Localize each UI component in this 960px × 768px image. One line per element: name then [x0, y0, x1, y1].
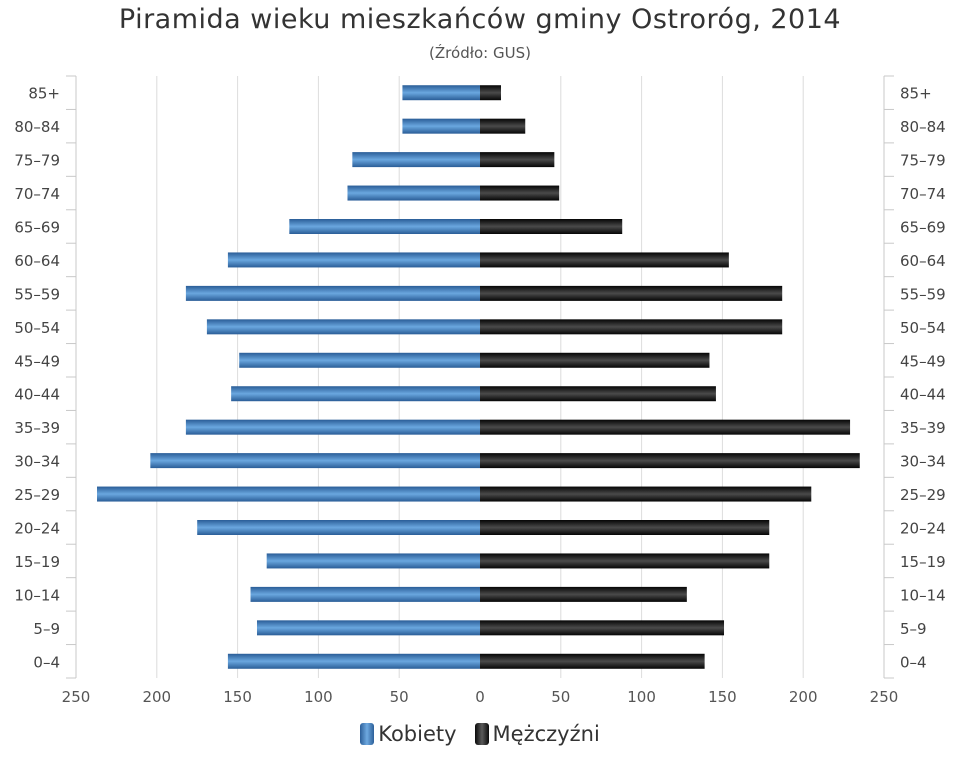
category-label-left: 70–74	[14, 185, 60, 203]
category-label-left: 40–44	[14, 386, 60, 404]
bar-women	[402, 118, 480, 134]
bar-women	[239, 352, 480, 368]
bar-women	[227, 252, 480, 268]
bar-men	[480, 653, 705, 669]
chart-title: Piramida wieku mieszkańców gminy Ostroró…	[118, 4, 842, 35]
category-label-right: 30–34	[900, 453, 946, 471]
bar-men	[480, 252, 729, 268]
x-tick-label: 200	[142, 688, 171, 706]
category-label-left: 25–29	[14, 486, 60, 504]
category-label-left: 65–69	[14, 219, 60, 237]
bar-women	[266, 553, 480, 569]
bar-men	[480, 352, 710, 368]
category-label-right: 55–59	[900, 285, 946, 303]
x-tick-label: 0	[475, 688, 485, 706]
category-label-left: 15–19	[14, 553, 60, 571]
category-label-left: 60–64	[14, 252, 60, 270]
bar-men	[480, 185, 560, 201]
bar-men	[480, 586, 687, 602]
bar-men	[480, 553, 770, 569]
category-label-right: 35–39	[900, 419, 946, 437]
category-label-left: 85+	[28, 85, 60, 103]
bar-women	[289, 219, 480, 234]
legend-swatch-women	[360, 723, 375, 745]
category-label-right: 85+	[900, 85, 932, 103]
category-label-left: 30–34	[14, 453, 60, 471]
category-label-left: 20–24	[14, 520, 60, 538]
bar-men	[480, 419, 851, 435]
category-label-left: 55–59	[14, 285, 60, 303]
legend-label-women: Kobiety	[378, 722, 457, 746]
category-label-left: 50–54	[14, 319, 60, 337]
category-label-left: 0–4	[33, 653, 60, 671]
x-tick-label: 250	[62, 688, 91, 706]
x-tick-label: 100	[304, 688, 333, 706]
category-label-right: 75–79	[900, 152, 946, 170]
x-tick-label: 200	[789, 688, 818, 706]
bar-women	[250, 586, 480, 602]
category-label-left: 35–39	[14, 419, 60, 437]
bar-women	[352, 152, 480, 168]
x-tick-label: 150	[223, 688, 252, 706]
category-label-left: 80–84	[14, 118, 60, 136]
bar-women	[402, 85, 480, 101]
bar-men	[480, 219, 623, 234]
category-label-right: 5–9	[900, 620, 927, 638]
category-label-right: 0–4	[900, 653, 927, 671]
bar-men	[480, 386, 716, 402]
x-tick-label: 100	[627, 688, 656, 706]
bar-women	[206, 319, 480, 335]
bar-men	[480, 620, 725, 636]
category-label-left: 45–49	[14, 352, 60, 370]
bar-men	[480, 453, 860, 469]
bar-men	[480, 520, 770, 535]
bar-men	[480, 152, 555, 168]
category-label-left: 75–79	[14, 152, 60, 170]
category-label-right: 25–29	[900, 486, 946, 504]
legend-label-men: Mężczyźni	[492, 722, 600, 746]
bar-women	[97, 486, 481, 502]
bar-women	[256, 620, 480, 636]
legend-item-women[interactable]: Kobiety	[360, 722, 457, 746]
bar-men	[480, 486, 812, 502]
category-label-right: 10–14	[900, 586, 946, 604]
category-label-right: 50–54	[900, 319, 946, 337]
bar-women	[150, 453, 480, 469]
x-tick-label: 50	[551, 688, 570, 706]
category-label-left: 10–14	[14, 586, 60, 604]
x-tick-label: 50	[390, 688, 409, 706]
x-tick-label: 150	[708, 688, 737, 706]
chart-subtitle: (Źródło: GUS)	[429, 44, 531, 62]
category-label-right: 80–84	[900, 118, 946, 136]
legend-swatch-men	[474, 723, 489, 745]
category-label-right: 60–64	[900, 252, 946, 270]
bar-women	[227, 653, 480, 669]
bar-women	[185, 285, 480, 301]
category-label-right: 70–74	[900, 185, 946, 203]
bar-women	[197, 520, 480, 535]
category-label-left: 5–9	[33, 620, 60, 638]
category-label-right: 15–19	[900, 553, 946, 571]
category-label-right: 20–24	[900, 520, 946, 538]
category-label-right: 65–69	[900, 219, 946, 237]
bar-men	[480, 85, 502, 101]
bar-men	[480, 285, 783, 301]
category-label-right: 45–49	[900, 352, 946, 370]
category-label-right: 40–44	[900, 386, 946, 404]
legend: Kobiety Mężczyźni	[0, 722, 960, 746]
bar-women	[347, 185, 480, 201]
bar-women	[185, 419, 480, 435]
bar-men	[480, 118, 526, 134]
bar-women	[231, 386, 480, 402]
legend-item-men[interactable]: Mężczyźni	[474, 722, 600, 746]
x-tick-label: 250	[870, 688, 899, 706]
bar-men	[480, 319, 783, 335]
